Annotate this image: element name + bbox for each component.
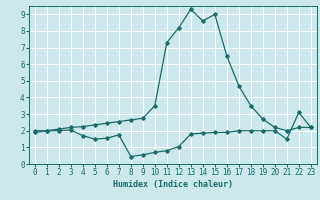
X-axis label: Humidex (Indice chaleur): Humidex (Indice chaleur) xyxy=(113,180,233,189)
